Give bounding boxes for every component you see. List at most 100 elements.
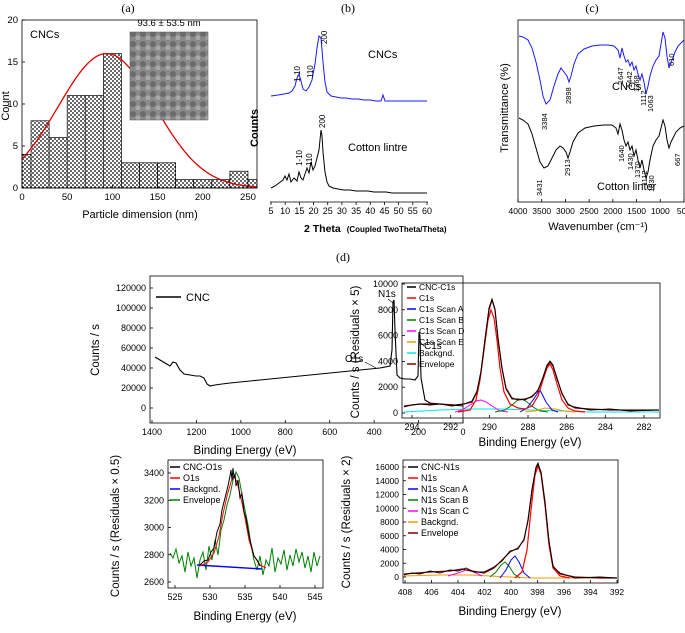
xrd-x-tick-label-4: 25: [323, 206, 333, 216]
xps-n1s-raw-curve: [403, 461, 618, 579]
xrd-cncs-peak-110: 110: [306, 65, 315, 78]
xps-n1s-x-tick-label-2: 404: [451, 587, 465, 597]
ftir-cotton-peak-1030: 1030: [647, 175, 656, 192]
xps-survey-y-tick-label-2: 40000: [121, 363, 146, 373]
xps-o1s-y-tick-label-0: 2600: [144, 577, 164, 587]
ftir-x-axis-title: Wavenumber (cm⁻¹): [548, 221, 648, 233]
xrd-x-tick-label-5: 30: [337, 206, 347, 216]
xps-n1s-n1s-curve: [514, 464, 571, 579]
xps-c1s-y-tick-label-0: 0: [393, 408, 398, 418]
xrd-x-tick-label-7: 40: [365, 206, 375, 216]
xps-c1s-legend-label-0: CNC-C1s: [419, 282, 455, 292]
histogram-x-tick-label-0: 0: [19, 192, 24, 203]
xps-n1s-x-tick-label-8: 392: [610, 587, 624, 597]
histogram-panel: 93.6 ± 53.5 nm CNCs 0 50 100 150 200 250 0 5 10 1…: [0, 15, 258, 221]
panel-label-c: (c): [585, 1, 598, 15]
ftir-cncs-peak-1112: 1112: [639, 90, 648, 106]
xrd-cotton-label: Cotton lintre: [348, 142, 407, 154]
ftir-cotton-peak-667: 667: [673, 153, 682, 166]
xps-c1s-x-tick-label-2: 290: [482, 422, 497, 432]
xps-o1s-x-tick-label-1: 530: [202, 592, 217, 602]
xps-c1s-legend-label-7: Envelope: [419, 359, 455, 369]
histogram-bar-2: [48, 137, 68, 189]
histogram-bar-11: [211, 179, 231, 189]
xps-c1s-panel: CNC-C1s C1s C1s Scan A C1s Scan B C1s Sc…: [350, 279, 661, 449]
histogram-x-tick-label-1: 50: [62, 192, 73, 203]
xrd-x-axis-title: 2 Theta (Coupled TwoTheta/Theta): [304, 223, 447, 235]
xps-n1s-x-axis-title: Binding Energy (eV): [459, 606, 562, 618]
xrd-x-tick-label-2: 15: [294, 206, 304, 216]
histogram-x-axis-title: Particle dimension (nm): [82, 209, 198, 221]
xrd-x-tick-label-1: 10: [280, 206, 290, 216]
xps-c1s-axes: 294 292 290 288 286 284 282 0 2000 4000 6000 8000 10…: [373, 279, 652, 432]
xps-o1s-axes: 525 530 535 540 545 2600 2800 3000 3200 3400: [144, 468, 323, 602]
xrd-x-tick-label-6: 35: [351, 206, 361, 216]
ftir-cotton-peak-1112: 1112: [640, 170, 649, 186]
ftir-cncs-peak-1442: 1442: [625, 71, 634, 88]
histogram-y-tick-label-3: 15: [7, 57, 18, 68]
histogram-x-tick-label-2: 100: [104, 192, 120, 203]
xps-o1s-x-axis-title: Binding Energy (eV): [194, 611, 297, 623]
inset-size-label: 93.6 ± 53.5 nm: [137, 18, 200, 29]
ftir-cotton-peak-2913: 2913: [563, 159, 572, 176]
xps-survey-panel: CNC N1s O1s C1s 1400 1200 1000 800 600 400 200…: [90, 275, 466, 457]
xps-n1s-x-tick-label-0: 408: [398, 587, 412, 597]
xrd-cncs-peak-200: 200: [320, 30, 329, 44]
xps-c1s-x-tick-label-3: 288: [520, 422, 535, 432]
xrd-panel: CNCs 1-10 110 200 Cotton lintre 1-10 110…: [249, 30, 447, 235]
xps-n1s-y-tick-label-8: 16000: [375, 462, 399, 472]
xps-c1s-legend-label-3: C1s Scan B: [419, 315, 464, 325]
histogram-bar-7: [139, 162, 158, 189]
xps-c1s-y-axis-title: Counts / s (Residuals × 5): [350, 286, 362, 419]
xps-c1s-legend-label-2: C1s Scan A: [419, 304, 464, 314]
xps-c1s-background-curve: [403, 408, 659, 413]
xps-c1s-x-tick-label-6: 282: [636, 422, 651, 432]
xps-n1s-legend-label-5: Backgnd.: [421, 517, 459, 527]
xrd-cncs-curve: [270, 34, 427, 102]
histogram-legend-label: CNCs: [30, 29, 60, 41]
xps-survey-y-tick-label-6: 120000: [116, 283, 146, 293]
xrd-x-tick-label-0: 5: [268, 206, 273, 216]
xps-o1s-legend-label-2: Backgnd.: [183, 484, 221, 494]
xps-survey-x-tick-label-1: 1200: [186, 427, 206, 437]
xps-c1s-legend-label-1: C1s: [419, 293, 434, 303]
xrd-y-axis-title: Counts: [249, 109, 261, 147]
histogram-bar-9: [175, 179, 195, 189]
histogram-bar-3: [66, 95, 86, 189]
xrd-axes: 5 10 15 20 25 30 35 40 45 50 55 60: [268, 202, 432, 216]
xps-n1s-scan-a-curve: [499, 555, 531, 579]
xps-n1s-legend: CNC-N1s N1s N1s Scan A N1s Scan B N1s Sc…: [408, 462, 470, 538]
xrd-x-tick-label-8: 45: [379, 206, 389, 216]
xps-n1s-x-tick-label-6: 396: [557, 587, 571, 597]
xps-n1s-x-tick-label-3: 402: [477, 587, 491, 597]
histogram-x-tick-label-4: 200: [195, 192, 211, 203]
xrd-x-tick-label-9: 50: [394, 206, 404, 216]
xps-survey-axes: 1400 1200 1000 800 600 400 200 0020000400006000…: [116, 283, 466, 437]
histogram-bars: [21, 53, 258, 189]
ftir-axes-frame: [517, 19, 685, 203]
xps-survey-annot-c1s-arrow: [418, 340, 425, 347]
xps-n1s-axes: 408 406 404 402 400 398 396 394 392 0 2000 4000 6000…: [375, 462, 624, 597]
ftir-x-tick-label-4: 2000: [603, 206, 622, 216]
xps-c1s-legend-label-5: C1s Scan E: [419, 337, 464, 347]
xps-o1s-y-tick-label-2: 3000: [144, 523, 164, 533]
ftir-x-tick-label-3: 2500: [580, 206, 599, 216]
xrd-cncs-peak-1-10: 1-10: [293, 65, 302, 82]
xps-c1s-y-tick-label-5: 10000: [373, 279, 398, 289]
xps-survey-annot-n1s: N1s: [378, 289, 396, 300]
xps-survey-x-tick-label-6: 200: [411, 427, 426, 437]
xps-n1s-y-tick-label-7: 14000: [375, 476, 399, 486]
xps-c1s-y-tick-label-3: 6000: [378, 331, 398, 341]
histogram-bar-8: [157, 162, 177, 189]
xrd-x-tick-label-11: 60: [422, 206, 432, 216]
histogram-axes: 0 50 100 150 200 250 0 5 10 15 20: [7, 15, 255, 203]
xps-n1s-axes-frame: [402, 459, 619, 584]
xps-survey-curve: [154, 299, 464, 407]
xps-o1s-y-tick-label-4: 3400: [144, 468, 164, 478]
xps-o1s-raw-curve: [199, 467, 261, 567]
xps-c1s-x-tick-label-5: 284: [598, 422, 613, 432]
ftir-cotton-curve: [518, 117, 685, 180]
xps-survey-annot-n1s-arrow: [387, 298, 394, 304]
xrd-cotton-peak-200: 200: [318, 114, 327, 128]
histogram-bar-6: [121, 162, 140, 189]
